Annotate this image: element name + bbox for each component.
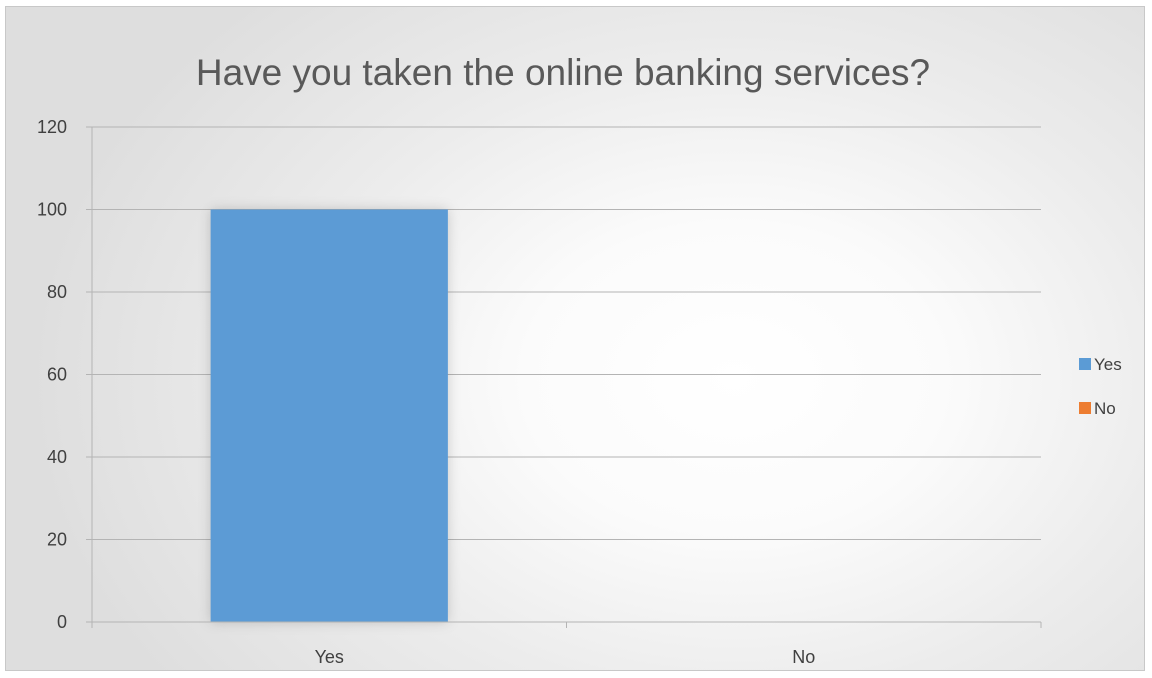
y-tick-label: 120 (37, 117, 67, 137)
y-tick-label: 80 (47, 282, 67, 302)
y-tick-label: 40 (47, 447, 67, 467)
x-tick-label: No (792, 647, 815, 667)
axes: 0 20 40 60 80 100 120 Yes No (37, 117, 1042, 667)
y-tick-label: 60 (47, 365, 67, 385)
bar-yes-yes (210, 209, 448, 622)
chart-frame: Have you taken the online banking servic… (5, 6, 1145, 671)
legend-swatch (1079, 358, 1091, 370)
legend-label: Yes (1094, 355, 1122, 374)
chart-title: Have you taken the online banking servic… (196, 52, 930, 93)
legend-label: No (1094, 399, 1116, 418)
legend: Yes No (1079, 355, 1122, 418)
bars (210, 209, 448, 622)
y-tick-label: 0 (57, 612, 67, 632)
bar-chart: Have you taken the online banking servic… (37, 52, 1122, 667)
x-tick-label: Yes (315, 647, 344, 667)
y-tick-label: 100 (37, 200, 67, 220)
y-tick-label: 20 (47, 530, 67, 550)
legend-swatch (1079, 402, 1091, 414)
